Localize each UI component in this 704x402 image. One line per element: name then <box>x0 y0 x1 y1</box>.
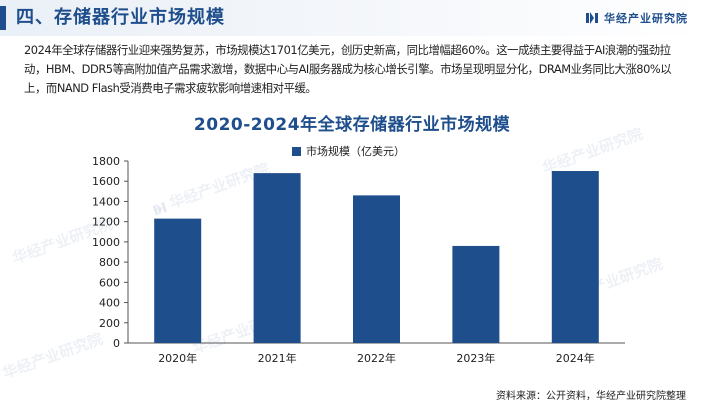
bar <box>452 245 500 343</box>
y-tick-label: 1200 <box>92 216 120 229</box>
y-tick-label: 200 <box>99 317 120 330</box>
bar <box>253 173 301 343</box>
intro-paragraph: 2024年全球存储器行业迎来强势复苏，市场规模达1701亿美元，创历史新高，同比… <box>24 43 672 95</box>
chart-legend: 市场规模（亿美元） <box>292 143 405 159</box>
legend-label: 市场规模（亿美元） <box>306 145 405 158</box>
header-bar: 四、存储器行业市场规模 华经产业研究院 <box>0 0 704 36</box>
y-tick-label: 400 <box>99 297 120 310</box>
y-tick-label: 800 <box>99 256 120 269</box>
x-tick-label: 2023年 <box>456 351 495 365</box>
source-note: 资料来源：公开资料，华经产业研究院整理 <box>496 391 686 402</box>
x-tick-label: 2024年 <box>556 351 595 365</box>
x-tick-label: 2021年 <box>258 351 297 365</box>
y-tick-label: 1600 <box>92 175 120 188</box>
y-tick-label: 1800 <box>92 155 120 168</box>
brand-logo-icon <box>586 12 598 24</box>
brand-name: 华经产业研究院 <box>604 12 688 25</box>
y-tick-label: 1400 <box>92 195 120 208</box>
y-tick-label: 1000 <box>92 236 120 249</box>
bar <box>154 218 202 343</box>
y-tick-label: 600 <box>99 276 120 289</box>
bar <box>551 171 599 343</box>
legend-swatch <box>292 146 301 156</box>
bar <box>353 195 400 343</box>
y-tick-label: 0 <box>113 337 120 350</box>
page-title: 四、存储器行业市场规模 <box>16 7 225 28</box>
x-tick-label: 2020年 <box>158 351 197 365</box>
chart-title: 2020-2024年全球存储器行业市场规模 <box>193 115 511 135</box>
brand: 华经产业研究院 <box>586 10 688 26</box>
x-tick-label: 2022年 <box>357 351 396 365</box>
header-accent <box>0 6 6 30</box>
